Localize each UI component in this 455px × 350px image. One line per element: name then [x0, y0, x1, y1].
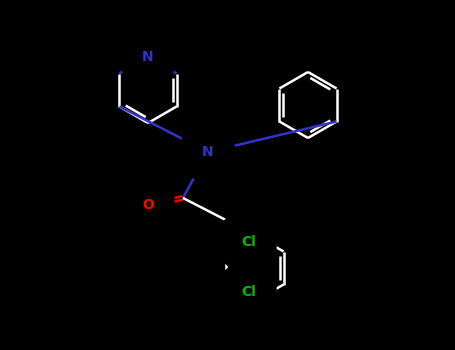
- Text: O: O: [142, 198, 154, 212]
- Text: N: N: [202, 145, 214, 159]
- Text: N: N: [142, 50, 154, 64]
- Text: Cl: Cl: [241, 234, 256, 248]
- Text: Cl: Cl: [241, 286, 256, 300]
